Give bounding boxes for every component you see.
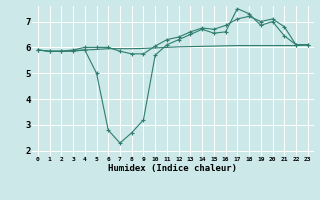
X-axis label: Humidex (Indice chaleur): Humidex (Indice chaleur) (108, 164, 237, 173)
